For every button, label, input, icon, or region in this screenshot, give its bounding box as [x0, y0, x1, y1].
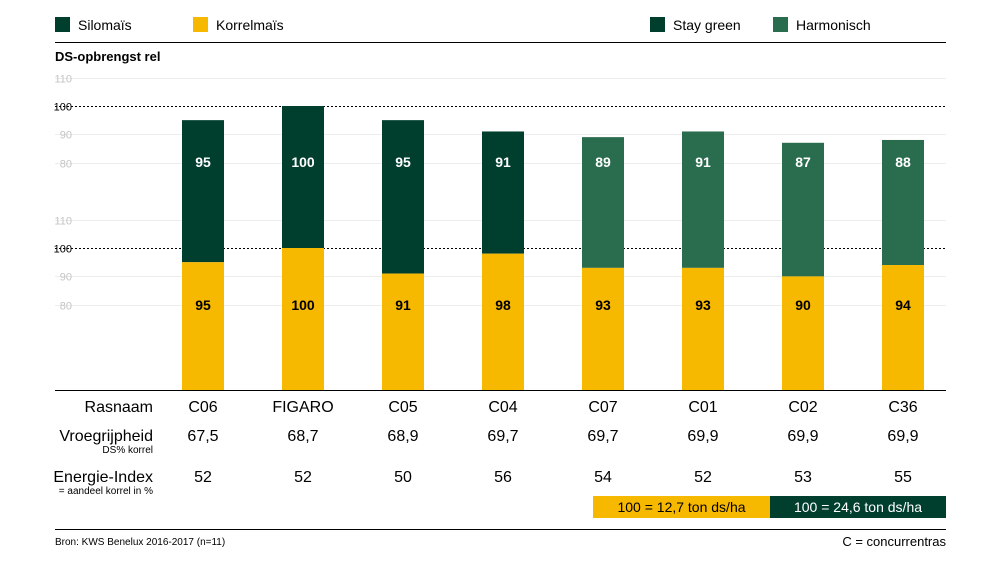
- silomais-bar-c01: [682, 131, 724, 268]
- energie-index-cell: 52: [294, 469, 312, 486]
- korrelmais-bar-c02: [782, 276, 824, 390]
- korrelmais-bar-figaro: [282, 248, 324, 390]
- silomais-bar-c02: [782, 142, 824, 277]
- silomais-bar-figaro: [282, 106, 324, 248]
- legend-swatch-harmonisch: [773, 17, 788, 32]
- korrelmais-value-label: 94: [895, 297, 911, 313]
- korrel-reference-box: 100 = 12,7 ton ds/ha: [593, 496, 770, 518]
- korrelmais-value-label: 98: [495, 297, 511, 313]
- energie-index-cell: 50: [394, 469, 412, 486]
- vroegrijpheid-cell: 68,7: [287, 428, 319, 445]
- competitor-note: C = concurrentras: [842, 534, 946, 549]
- energie-index-cell: 52: [194, 469, 212, 486]
- rasnaam-cell: C04: [488, 399, 518, 416]
- korrelmais-bar-c36: [882, 265, 924, 390]
- silo-tick-label: 80: [60, 159, 72, 171]
- silomais-value-label: 89: [595, 154, 611, 170]
- korrel-tick-label: 80: [60, 301, 72, 313]
- silomais-value-label: 87: [795, 154, 811, 170]
- rasnaam-cell: C06: [188, 399, 218, 416]
- legend-swatch-korrelmais: [193, 17, 208, 32]
- energie-index-cell: 55: [894, 469, 912, 486]
- silomais-value-label: 95: [395, 154, 411, 170]
- legend-label-harmonisch: Harmonisch: [796, 16, 871, 33]
- energie-index-cell: 53: [794, 469, 812, 486]
- legend-divider: [55, 42, 946, 43]
- silomais-value-label: 91: [695, 154, 711, 170]
- vroegrijpheid-cell: 68,9: [387, 428, 419, 445]
- silomais-value-label: 100: [291, 154, 315, 170]
- legend-item-korrelmais: Korrelmaïs: [193, 16, 284, 33]
- silomais-bar-c07: [582, 137, 624, 268]
- energie-index-cell: 56: [494, 469, 512, 486]
- silomais-bar-c04: [482, 131, 524, 254]
- korrel-tick-label: 100: [54, 244, 72, 256]
- korrelmais-bar-c05: [382, 273, 424, 390]
- legend-label-korrelmais: Korrelmaïs: [216, 16, 284, 33]
- energie-index-cell: 52: [694, 469, 712, 486]
- vroegrijpheid-cell: 69,7: [587, 428, 619, 445]
- silomais-bar-c06: [182, 120, 224, 263]
- korrelmais-bar-c04: [482, 253, 524, 390]
- korrelmais-value-label: 91: [395, 297, 411, 313]
- energie-index-cell: 54: [594, 469, 612, 486]
- footer-divider: [55, 529, 946, 530]
- silo-reference-box: 100 = 24,6 ton ds/ha: [770, 496, 946, 518]
- korrelmais-value-label: 100: [291, 297, 315, 313]
- rasnaam-cell: FIGARO: [272, 399, 334, 416]
- silomais-value-label: 88: [895, 154, 911, 170]
- legend-item-harmonisch: Harmonisch: [773, 16, 871, 33]
- chart-title: DS-opbrengst rel: [55, 49, 161, 64]
- vroegrijpheid-label: Vroegrijpheid: [59, 428, 153, 445]
- korrelmais-value-label: 93: [695, 297, 711, 313]
- silomais-value-label: 91: [495, 154, 511, 170]
- silo-tick-label: 90: [60, 130, 72, 142]
- legend-item-silomais: Silomaïs: [55, 16, 132, 33]
- energie-index-row: Energie-Index 52 52 50 56 54 52 53 55: [0, 469, 953, 487]
- vroegrijpheid-cell: 67,5: [187, 428, 219, 445]
- korrelmais-value-label: 95: [195, 297, 211, 313]
- vroegrijpheid-cell: 69,9: [687, 428, 719, 445]
- legend-swatch-stay-green: [650, 17, 665, 32]
- energie-index-sublabel: = aandeel korrel in %: [58, 486, 153, 497]
- silo-tick-label: 100: [54, 102, 72, 114]
- bar-chart-plot: 110 100 90 80 110 100 90 80 95 95 100 100 95 91 91 98 89…: [54, 74, 946, 391]
- vroegrijpheid-sublabel: DS% korrel: [102, 445, 153, 456]
- legend-label-silomais: Silomaïs: [78, 16, 132, 33]
- rasnaam-cell: C05: [388, 399, 418, 416]
- legend-item-stay-green: Stay green: [650, 16, 741, 33]
- legend-label-stay-green: Stay green: [673, 16, 741, 33]
- silomais-value-label: 95: [195, 154, 211, 170]
- rasnaam-row: Rasnaam C06 FIGARO C05 C04 C07 C01 C02 C36: [0, 399, 953, 417]
- source-note: Bron: KWS Benelux 2016-2017 (n=11): [55, 537, 226, 548]
- vroegrijpheid-row: Vroegrijpheid 67,5 68,7 68,9 69,7 69,7 69,9 69…: [0, 428, 953, 446]
- silomais-bar-c05: [382, 120, 424, 274]
- rasnaam-cell: C36: [888, 399, 918, 416]
- vroegrijpheid-cell: 69,9: [887, 428, 919, 445]
- silo-tick-label: 110: [54, 74, 72, 86]
- korrel-tick-label: 110: [54, 216, 72, 228]
- legend-swatch-silomais: [55, 17, 70, 32]
- rasnaam-cell: C01: [688, 399, 718, 416]
- korrelmais-value-label: 93: [595, 297, 611, 313]
- rasnaam-label: Rasnaam: [84, 399, 153, 416]
- korrelmais-bar-c06: [182, 262, 224, 390]
- vroegrijpheid-cell: 69,7: [487, 428, 519, 445]
- korrelmais-bar-c01: [682, 267, 724, 390]
- korrelmais-value-label: 90: [795, 297, 811, 313]
- vroegrijpheid-cell: 69,9: [787, 428, 819, 445]
- korrel-tick-label: 90: [60, 272, 72, 284]
- rasnaam-cell: C02: [788, 399, 818, 416]
- korrelmais-bar-c07: [582, 267, 624, 390]
- energie-index-label: Energie-Index: [53, 469, 153, 486]
- rasnaam-cell: C07: [588, 399, 618, 416]
- silomais-bar-c36: [882, 139, 924, 266]
